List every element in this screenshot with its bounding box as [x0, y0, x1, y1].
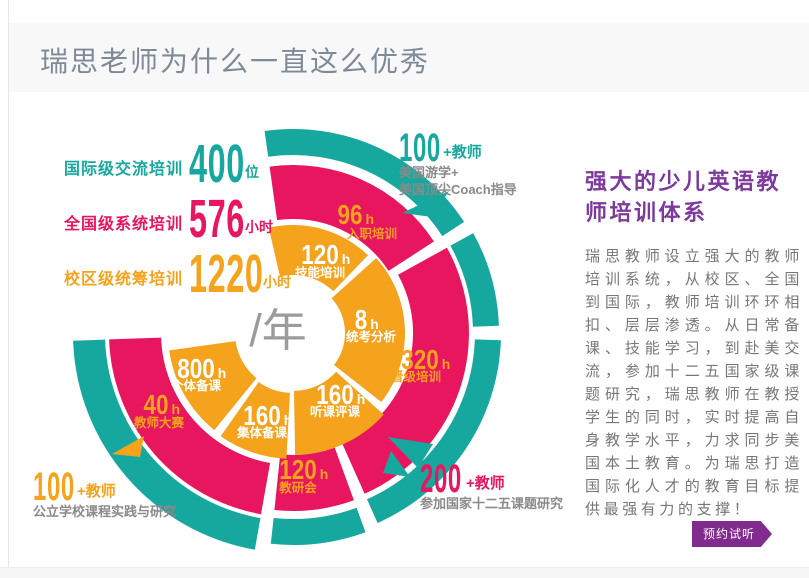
callout-bottom-right: 200 +教师 参加国家十二五课题研究 [420, 457, 564, 511]
page-left-border [8, 0, 9, 578]
segment-hours: 800 [177, 353, 215, 384]
stat-unit: 位 [245, 164, 260, 180]
stat-label: 校区级统筹培训 [64, 271, 184, 288]
segment-hours-unit: h [442, 356, 451, 372]
segment-label: 听课评课 [310, 404, 361, 419]
donut-segment-集体备课 [220, 382, 290, 459]
donut-segment-teal-2 [367, 339, 501, 523]
segment-hours-unit: h [342, 251, 351, 267]
segment-hours: 160 [243, 400, 281, 431]
callout-line: 公立学校课程实践与研究 [33, 504, 177, 519]
stat-value: 576 [189, 189, 245, 249]
donut-segment-技能培训 [268, 225, 368, 292]
bottom-band [0, 567, 809, 578]
stat-row-national: 全国级系统培训 576 小时 [64, 189, 274, 249]
stat-value: 1220 [189, 244, 264, 304]
book-trial-button[interactable]: 预约试听 [692, 521, 772, 547]
segment-hours-unit: h [172, 401, 181, 417]
callout-bottom-left: 100 +教师 公立学校课程实践与研究 [33, 465, 177, 519]
stat-row-campus: 校区级统筹培训 1220 小时 [64, 244, 292, 304]
segment-hours-unit: h [357, 391, 366, 407]
stat-label: 全国级系统培训 [64, 216, 184, 233]
segment-label: 晋级培训 [391, 369, 441, 384]
stat-unit: 小时 [263, 274, 292, 290]
stat-row-international: 国际级交流培训 400 位 [64, 134, 260, 194]
description-panel: 强大的少儿英语教师培训体系 瑞思教师设立强大的教师培训系统，从校区、全国到国际，… [585, 166, 803, 521]
panel-heading: 强大的少儿英语教师培训体系 [585, 169, 782, 225]
callout-line: 美国游学+ [399, 165, 459, 180]
stat-value: 400 [189, 134, 245, 194]
donut-segment-晋级培训 [341, 247, 469, 494]
panel-body: 瑞思教师设立强大的教师培训系统，从校区、全国到国际，教师培训环环相扣、层层渗透。… [585, 248, 803, 518]
segment-hours: 120 [279, 454, 317, 485]
segment-hours: 160 [316, 379, 354, 410]
donut-segment-统考分析 [331, 258, 406, 402]
title-band: 瑞思老师为什么一直这么优秀 [9, 23, 809, 92]
donut-segment-个体备课 [169, 341, 257, 431]
donut-segment-teal-4 [73, 339, 261, 550]
segment-hours: 8 [355, 304, 368, 335]
stat-unit: 小时 [245, 219, 274, 235]
callout-count: 200 [420, 457, 462, 501]
segment-label: 入职培训 [347, 226, 397, 241]
page-title: 瑞思老师为什么一直这么优秀 [40, 46, 431, 77]
donut-segment-听课评课 [294, 371, 384, 455]
segment-hours: 320 [401, 344, 439, 375]
segment-label: 个体备课 [170, 378, 222, 393]
donut-segment-入职培训 [269, 164, 434, 271]
segment-hours-unit: h [284, 412, 293, 428]
callout-line: 美国顶尖Coach指导 [399, 182, 517, 197]
donut-segment-教研会 [274, 447, 354, 511]
callout-top-right: 100 +教师 美国游学+ 美国顶尖Coach指导 [399, 126, 517, 197]
donut-segment-teal-1 [450, 233, 499, 327]
segment-label: 集体备课 [236, 425, 288, 440]
callout-count: 100 [399, 126, 441, 170]
donut-center-label: /年 [249, 305, 307, 356]
segment-label: 教研会 [278, 480, 317, 495]
segment-hours-unit: h [320, 466, 329, 482]
callout-suffix: +教师 [443, 144, 482, 161]
segment-hours: 120 [301, 239, 339, 270]
callout-count: 100 [33, 465, 75, 509]
segment-label: 统考分析 [346, 329, 397, 344]
stat-label: 国际级交流培训 [64, 161, 184, 178]
segment-hours-unit: h [370, 316, 379, 332]
donut-segment-teal-3 [270, 507, 366, 545]
callout-line: 参加国家十二五课题研究 [420, 496, 564, 511]
donut-segment-teal-0 [264, 129, 465, 237]
segment-label: 教师大赛 [133, 415, 185, 430]
segment-hours-unit: h [366, 211, 375, 227]
donut-segment-教师大赛 [109, 337, 271, 515]
callout-suffix: +教师 [466, 475, 505, 492]
segment-hours: 96 [338, 199, 363, 230]
segment-hours: 40 [144, 389, 169, 420]
segment-hours-unit: h [218, 365, 227, 381]
callout-suffix: +教师 [77, 483, 116, 500]
segment-label: 技能培训 [295, 265, 345, 280]
